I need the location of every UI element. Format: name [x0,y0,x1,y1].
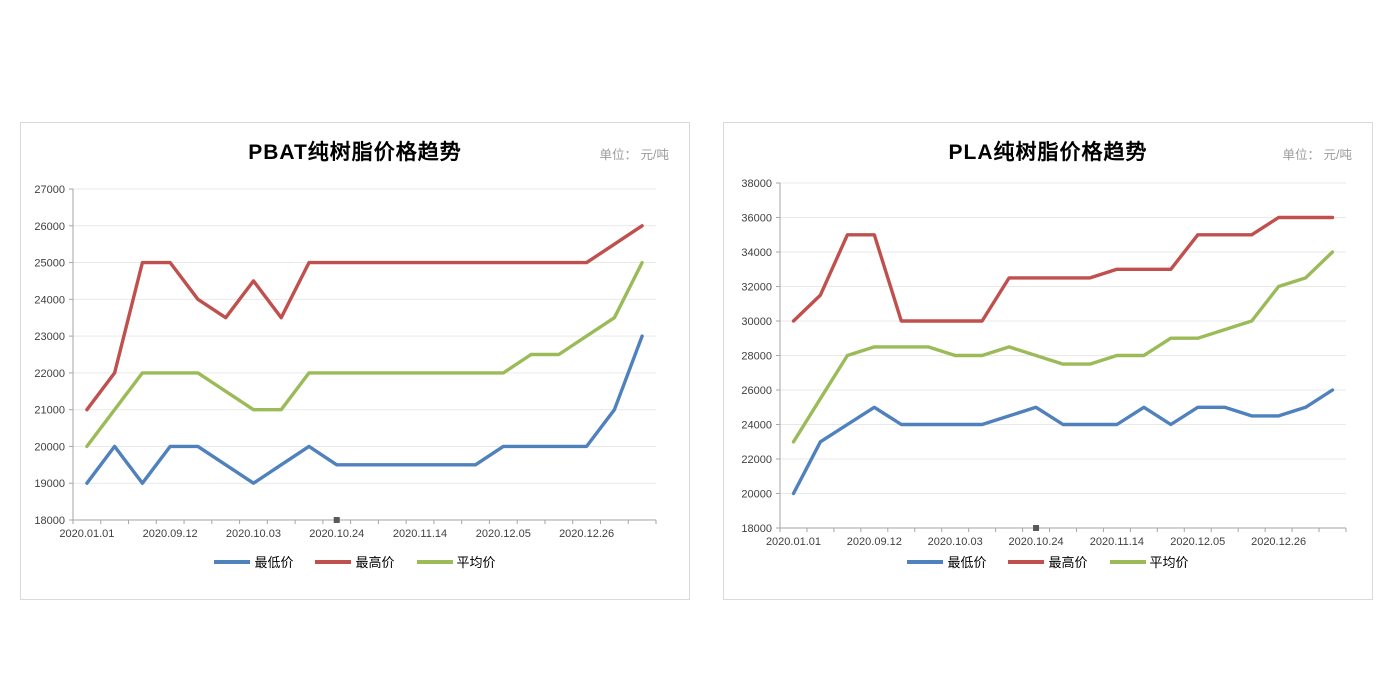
legend-item-highest: 最高价 [315,552,395,571]
x-axis-label: 2020.11.14 [1090,536,1144,548]
lowest-price-line-swatch [907,559,944,564]
y-axis-label: 21000 [34,405,65,417]
pla-legend: 最低价 最高价 平均价 [724,552,1372,571]
y-axis-label: 22000 [34,368,65,380]
y-axis-label: 18000 [741,523,772,535]
series-line-1 [791,215,1335,323]
legend-item-average: 平均价 [416,552,496,571]
y-axis-label: 30000 [741,316,772,328]
highest-price-line-swatch [1008,559,1045,564]
pla-line-chart: 18000 20000 22000 24000 26000 28000 30000 32000… [741,178,1347,548]
axis-selection-marker [333,517,340,523]
pbat-unit-note: 单位： 元/吨 [599,148,669,162]
legend-item-lowest: 最低价 [907,552,986,571]
pla-chart-card: PLA纯树脂价格趋势 单位： 元/吨 18000 20000 22000 24000 2… [723,122,1373,600]
y-axis-label: 25000 [34,258,65,270]
legend-label-lowest: 最低价 [254,555,294,570]
legend-label-average: 平均价 [456,555,496,570]
y-axis-label: 20000 [741,489,772,501]
y-axis-label: 24000 [741,420,772,432]
legend-item-lowest: 最低价 [214,552,293,571]
x-axis-label: 2020.10.03 [928,536,983,548]
legend-item-highest: 最高价 [1008,552,1088,571]
x-axis-label: 2020.12.05 [476,528,531,540]
x-axis-label: 2020.10.24 [309,528,364,540]
legend-label-highest: 最高价 [1048,555,1088,570]
x-axis-label: 2020.01.01 [766,536,821,548]
x-axis-label: 2020.11.14 [393,528,447,540]
y-axis-label: 20000 [34,441,65,453]
pbat-chart-card: PBAT纯树脂价格趋势 单位： 元/吨 18000 19000 20000 21000… [20,122,690,600]
series-line-2 [791,250,1335,444]
average-price-line-swatch [1109,559,1146,564]
y-axis-label: 38000 [741,178,772,190]
x-axis-label: 2020.10.24 [1009,536,1064,548]
pbat-legend: 最低价 最高价 平均价 [21,552,689,571]
y-axis-label: 23000 [34,331,65,343]
y-axis-label: 32000 [741,282,772,294]
pbat-line-chart: 18000 19000 20000 21000 22000 23000 24000 25000… [34,184,657,540]
x-axis-label: 2020.09.12 [143,528,198,540]
y-axis-label: 18000 [34,515,65,527]
pla-unit-note: 单位： 元/吨 [1282,148,1352,162]
y-axis-label: 28000 [741,351,772,363]
lowest-price-line-swatch [214,559,251,564]
series-line-2 [85,260,644,449]
y-axis-label: 26000 [34,221,65,233]
y-axis-label: 34000 [741,247,772,259]
x-axis-label: 2020.12.26 [559,528,614,540]
series-line-0 [85,334,644,485]
highest-price-line-swatch [315,559,352,564]
x-axis-label: 2020.09.12 [847,536,902,548]
y-axis-label: 19000 [34,478,65,490]
legend-item-average: 平均价 [1109,552,1189,571]
y-axis-label: 26000 [741,385,772,397]
pla-chart-title: PLA纯树脂价格趋势 [948,141,1148,164]
legend-label-average: 平均价 [1149,555,1189,570]
legend-label-highest: 最高价 [355,555,395,570]
axis-selection-marker [1033,525,1040,531]
legend-label-lowest: 最低价 [947,555,987,570]
series-line-1 [85,224,644,412]
series-line-0 [791,388,1335,496]
x-axis-label: 2020.10.03 [226,528,281,540]
y-axis-label: 24000 [34,294,65,306]
x-axis-label: 2020.01.01 [59,528,114,540]
x-axis-label: 2020.12.05 [1170,536,1225,548]
average-price-line-swatch [416,559,453,564]
y-axis-label: 22000 [741,454,772,466]
y-axis-label: 36000 [741,213,772,225]
pbat-chart-title: PBAT纯树脂价格趋势 [248,141,462,164]
y-axis-label: 27000 [34,184,65,196]
x-axis-label: 2020.12.26 [1251,536,1306,548]
